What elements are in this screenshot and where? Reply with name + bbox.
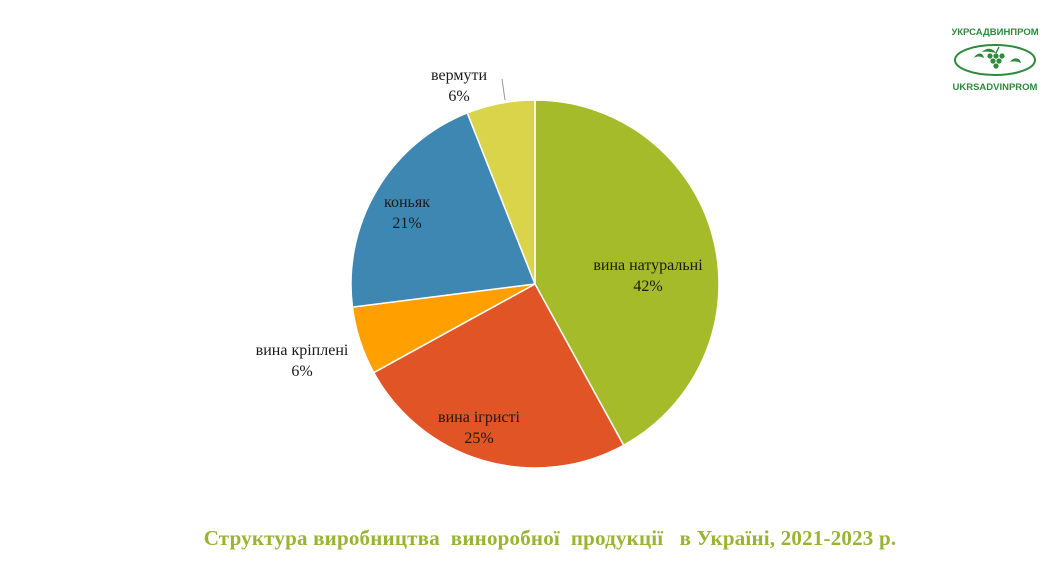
- slice-value-fortified-wines: 6%: [291, 363, 312, 380]
- slice-value-cognac: 21%: [392, 215, 421, 232]
- pie-chart: вина натуральні 42% вина ігристі 25% вин…: [256, 67, 720, 469]
- logo-text-latin: UKRSADVINPROM: [953, 82, 1038, 93]
- pie-slices: [350, 99, 720, 469]
- pie-slice-vermouths: [466, 99, 536, 285]
- slice-label-natural-wines: вина натуральні: [593, 257, 703, 274]
- slice-value-vermouths: 6%: [448, 88, 469, 105]
- slice-label-cognac: коньяк: [384, 194, 430, 211]
- slice-label-sparkling-wines: вина ігристі: [438, 409, 520, 426]
- slice-label-vermouths: вермути: [431, 67, 487, 84]
- slice-value-sparkling-wines: 25%: [464, 430, 493, 447]
- pie-slice-cognac: [350, 111, 537, 308]
- ukrsadvinprom-logo: УКРСАДВИНПРОМ UKRSADVINPROM: [951, 22, 1038, 96]
- pie-slice-sparkling-wines: [372, 282, 625, 469]
- slice-value-natural-wines: 42%: [633, 278, 662, 295]
- slice-label-fortified-wines: вина кріплені: [256, 342, 349, 359]
- vermouth-leader-line: [501, 78, 506, 101]
- logo-text-cyrillic: УКРСАДВИНПРОМ: [952, 27, 1038, 38]
- pie-slice-natural-wines: [534, 99, 720, 447]
- chart-caption: Структура виробництва виноробної продукц…: [203, 526, 897, 550]
- slice-labels: вина натуральні 42% вина ігристі 25% вин…: [256, 67, 704, 447]
- grapes-icon: [974, 46, 1021, 69]
